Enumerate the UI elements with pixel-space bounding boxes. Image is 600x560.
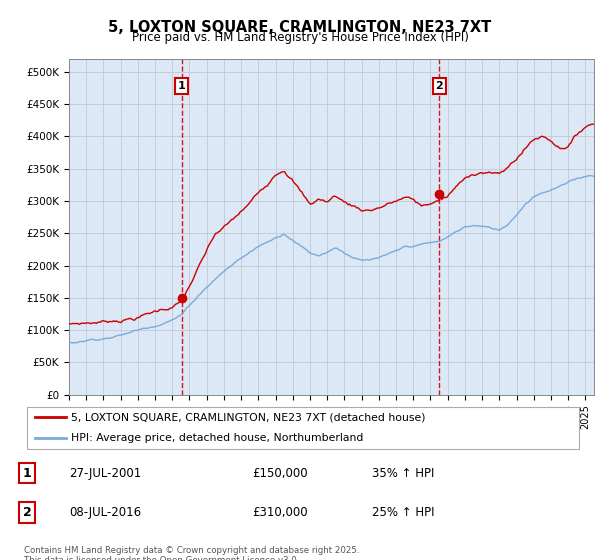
Text: 35% ↑ HPI: 35% ↑ HPI (372, 466, 434, 480)
Text: 27-JUL-2001: 27-JUL-2001 (69, 466, 141, 480)
Text: 1: 1 (23, 466, 31, 480)
Text: 2: 2 (436, 81, 443, 91)
FancyBboxPatch shape (27, 407, 579, 449)
Text: 1: 1 (178, 81, 185, 91)
Text: 5, LOXTON SQUARE, CRAMLINGTON, NE23 7XT: 5, LOXTON SQUARE, CRAMLINGTON, NE23 7XT (109, 20, 491, 35)
Text: 2: 2 (23, 506, 31, 519)
Text: £150,000: £150,000 (252, 466, 308, 480)
Text: 08-JUL-2016: 08-JUL-2016 (69, 506, 141, 519)
Text: £310,000: £310,000 (252, 506, 308, 519)
Text: Contains HM Land Registry data © Crown copyright and database right 2025.
This d: Contains HM Land Registry data © Crown c… (24, 546, 359, 560)
Text: 25% ↑ HPI: 25% ↑ HPI (372, 506, 434, 519)
Text: HPI: Average price, detached house, Northumberland: HPI: Average price, detached house, Nort… (71, 433, 364, 444)
Text: 5, LOXTON SQUARE, CRAMLINGTON, NE23 7XT (detached house): 5, LOXTON SQUARE, CRAMLINGTON, NE23 7XT … (71, 412, 426, 422)
Text: Price paid vs. HM Land Registry's House Price Index (HPI): Price paid vs. HM Land Registry's House … (131, 31, 469, 44)
